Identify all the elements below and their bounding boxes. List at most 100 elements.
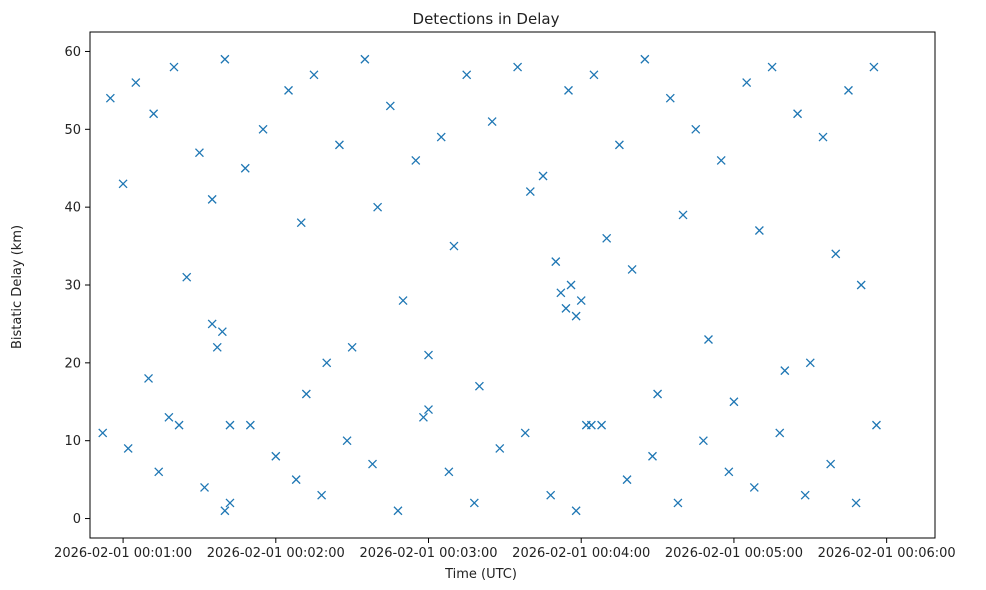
- data-point: [322, 358, 332, 368]
- data-point: [474, 381, 484, 391]
- data-point: [200, 482, 209, 492]
- y-tick-label: 10: [64, 434, 81, 449]
- data-point: [648, 451, 657, 461]
- data-point: [291, 475, 301, 485]
- data-point: [749, 482, 759, 492]
- data-point: [673, 498, 683, 508]
- y-axis-label: Bistatic Delay (km): [10, 225, 25, 349]
- data-point: [566, 280, 576, 290]
- x-tick-label: 2026-02-01 00:02:00: [207, 546, 345, 561]
- data-point: [174, 420, 184, 430]
- data-point: [520, 428, 530, 438]
- data-point: [869, 62, 879, 72]
- data-point: [258, 124, 268, 134]
- data-point: [418, 412, 428, 422]
- y-tick-label: 30: [64, 279, 81, 294]
- y-tick-label: 40: [64, 201, 81, 216]
- data-point: [118, 179, 128, 189]
- data-point: [469, 498, 479, 508]
- data-point: [487, 117, 497, 126]
- data-point: [424, 405, 433, 415]
- data-point: [571, 311, 581, 321]
- data-point: [775, 428, 785, 438]
- data-point: [513, 62, 523, 72]
- data-point: [665, 93, 675, 103]
- data-point: [556, 288, 566, 298]
- y-tick-label: 60: [64, 45, 81, 60]
- data-point: [245, 420, 255, 430]
- data-point: [818, 132, 828, 142]
- data-point: [154, 467, 164, 477]
- data-point: [212, 342, 222, 352]
- data-point: [622, 475, 632, 485]
- y-axis: 0 10 20 30 40 50 60: [64, 45, 90, 527]
- data-point: [309, 70, 319, 80]
- data-point: [398, 296, 408, 306]
- data-point: [767, 62, 777, 72]
- data-point: [602, 233, 612, 243]
- data-point: [373, 202, 383, 212]
- data-point: [704, 335, 713, 344]
- data-point: [342, 436, 352, 446]
- data-point: [614, 140, 624, 150]
- data-point: [742, 78, 752, 88]
- data-point: [123, 444, 133, 453]
- data-points: [98, 54, 881, 516]
- data-point: [831, 249, 841, 259]
- data-point: [844, 85, 853, 95]
- data-point: [240, 163, 250, 173]
- data-point: [589, 70, 599, 80]
- data-point: [220, 506, 230, 516]
- data-point: [149, 109, 159, 119]
- x-tick-label: 2026-02-01 00:04:00: [512, 546, 650, 561]
- data-point: [716, 155, 726, 165]
- data-point: [678, 210, 688, 220]
- data-point: [225, 420, 235, 430]
- data-point: [144, 373, 153, 383]
- y-tick-label: 0: [73, 512, 81, 527]
- data-point: [551, 257, 561, 267]
- data-point: [627, 264, 637, 274]
- data-point: [301, 389, 311, 399]
- x-axis-label: Time (UTC): [444, 567, 517, 582]
- data-point: [368, 459, 377, 469]
- x-tick-label: 2026-02-01 00:05:00: [665, 546, 803, 561]
- data-point: [561, 303, 571, 313]
- data-point: [826, 459, 836, 469]
- data-point: [462, 70, 472, 80]
- x-axis: 2026-02-01 00:01:00 2026-02-01 00:02:00 20…: [54, 538, 956, 561]
- data-point: [284, 85, 293, 95]
- data-point: [217, 327, 227, 337]
- data-point: [296, 218, 306, 228]
- data-point: [317, 490, 327, 500]
- data-point: [495, 444, 505, 453]
- data-point: [207, 194, 217, 204]
- chart-title: Detections in Delay: [413, 10, 560, 28]
- data-point: [194, 148, 204, 158]
- data-point: [653, 389, 663, 399]
- data-point: [597, 420, 607, 430]
- data-point: [411, 155, 421, 165]
- data-point: [360, 54, 370, 64]
- x-tick-label: 2026-02-01 00:03:00: [359, 546, 497, 561]
- data-point: [105, 93, 115, 103]
- data-point: [449, 241, 459, 251]
- data-point: [169, 62, 179, 72]
- data-point: [546, 490, 556, 500]
- data-point: [754, 226, 764, 235]
- data-point: [385, 101, 395, 111]
- y-tick-label: 50: [64, 123, 81, 138]
- data-point: [334, 140, 344, 150]
- data-point: [347, 342, 357, 352]
- data-point: [131, 78, 141, 88]
- data-point: [793, 109, 803, 119]
- data-point: [225, 498, 235, 508]
- data-point: [393, 506, 403, 516]
- data-point: [724, 467, 734, 477]
- data-point: [207, 319, 217, 329]
- data-point: [576, 296, 586, 306]
- data-point: [164, 412, 174, 422]
- plot-area-frame: [89, 31, 936, 539]
- data-point: [872, 420, 881, 430]
